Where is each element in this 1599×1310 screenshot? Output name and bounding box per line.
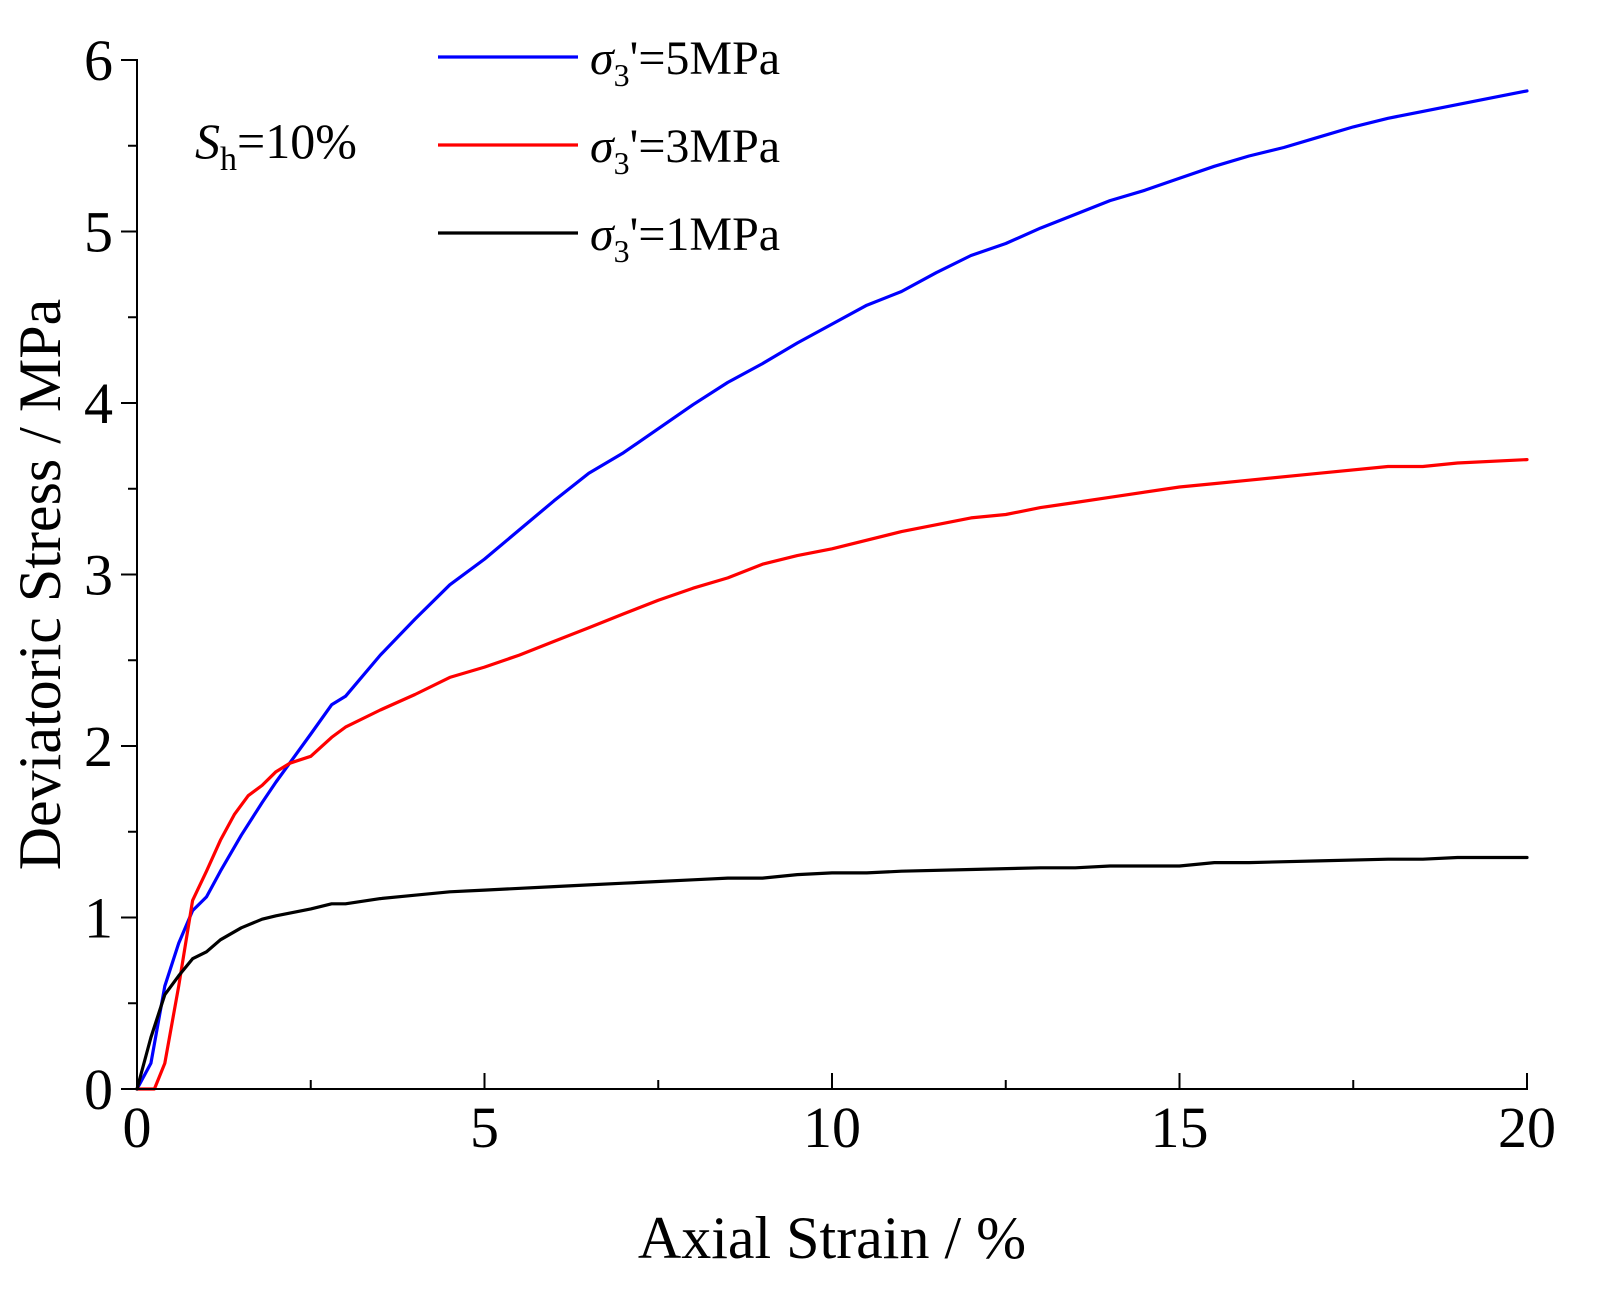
x-tick-label: 15 <box>1151 1095 1209 1160</box>
annotation-value: =10% <box>237 113 357 169</box>
legend-value: '=1MPa <box>630 208 780 261</box>
y-tick-label: 2 <box>84 714 113 779</box>
axes <box>136 59 1528 1090</box>
legend-symbol: σ <box>590 120 616 173</box>
legend-value: '=5MPa <box>630 32 780 85</box>
series-line-3 <box>135 855 1529 1091</box>
series-line-1 <box>135 89 1529 1091</box>
annotation-symbol: S <box>195 113 220 169</box>
y-axis-title: Deviatoric Stress / MPa <box>7 299 73 871</box>
legend-symbol: σ <box>590 208 616 261</box>
y-tick-label: 1 <box>84 886 113 951</box>
legend-label: σ3'=5MPa <box>590 32 780 93</box>
legend-label: σ3'=3MPa <box>590 120 780 181</box>
y-tick-label: 0 <box>84 1057 113 1122</box>
saturation-annotation: Sh=10% <box>195 113 357 178</box>
x-ticks: 0 5 10 15 20 <box>123 1073 1556 1160</box>
legend-value: '=3MPa <box>630 120 780 173</box>
x-tick-label: 5 <box>470 1095 499 1160</box>
plot-lines <box>135 89 1529 1091</box>
legend-subscript: 3 <box>614 57 630 93</box>
y-tick-label: 6 <box>84 28 113 93</box>
y-ticks: 0 1 2 3 4 5 6 <box>84 28 137 1122</box>
y-tick-label: 5 <box>84 200 113 265</box>
legend-symbol: σ <box>590 32 616 85</box>
legend-label: σ3'=1MPa <box>590 208 780 269</box>
legend-subscript: 3 <box>614 145 630 181</box>
x-tick-label: 20 <box>1498 1095 1556 1160</box>
x-tick-label: 0 <box>123 1095 152 1160</box>
x-axis-title: Axial Strain / % <box>638 1205 1026 1271</box>
y-tick-label: 3 <box>84 543 113 608</box>
legend-subscript: 3 <box>614 233 630 269</box>
annotation-subscript: h <box>220 141 237 178</box>
y-tick-label: 4 <box>84 371 113 436</box>
x-tick-label: 10 <box>803 1095 861 1160</box>
series-line-2 <box>135 458 1529 1091</box>
